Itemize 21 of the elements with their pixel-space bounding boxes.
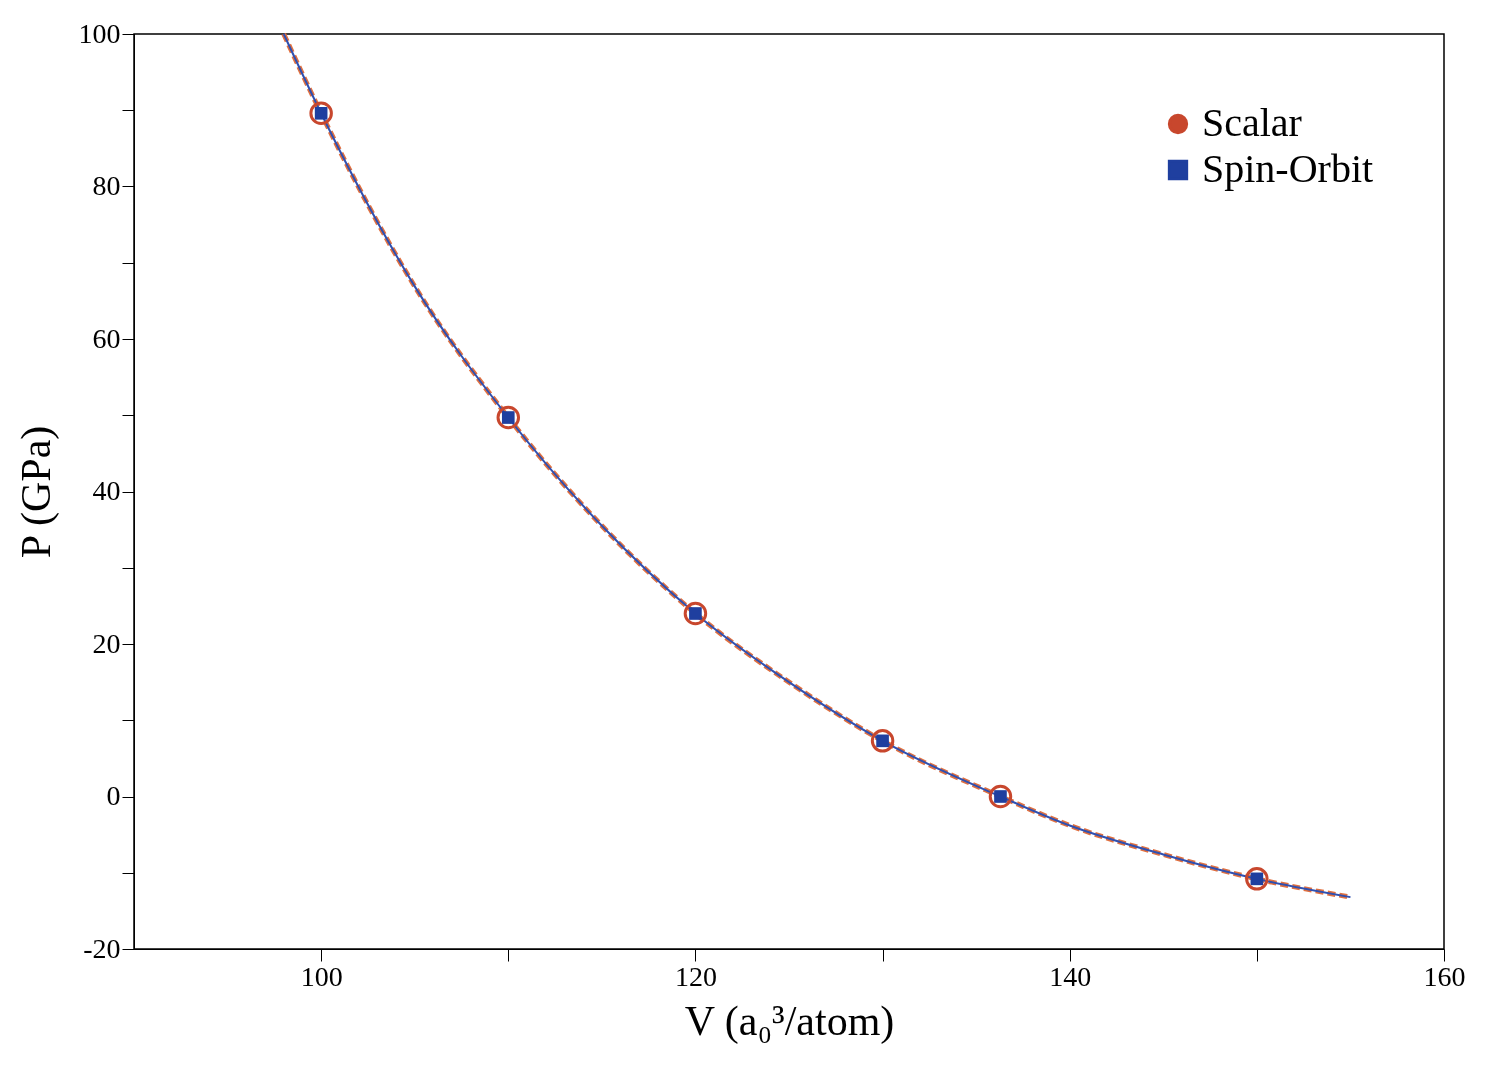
y-tick-label: 20	[92, 627, 121, 659]
y-tick-label: 100	[78, 17, 121, 49]
point	[870, 729, 895, 753]
point	[683, 601, 708, 626]
x-tick-label: 100	[300, 960, 343, 992]
x-tick-label: 120	[674, 960, 717, 992]
point	[309, 101, 333, 126]
y-tick-label: 80	[92, 170, 121, 201]
y-tick-label: 40	[92, 475, 121, 506]
x-axis-title: V (a₀³/atom)	[684, 997, 895, 1045]
x-tick-label: 160	[1423, 960, 1466, 992]
legend-label: Scalar	[1202, 100, 1302, 145]
point	[496, 405, 521, 430]
point	[988, 784, 1013, 809]
y-tick-label: 60	[92, 322, 121, 354]
y-tick-label: -20	[83, 932, 121, 964]
legend-label: Spin-Orbit	[1202, 146, 1374, 191]
x-tick-label: 140	[1049, 960, 1092, 992]
y-tick-label: 0	[106, 780, 121, 811]
point	[1245, 867, 1269, 891]
y-axis-title: P (GPa)	[12, 425, 60, 559]
